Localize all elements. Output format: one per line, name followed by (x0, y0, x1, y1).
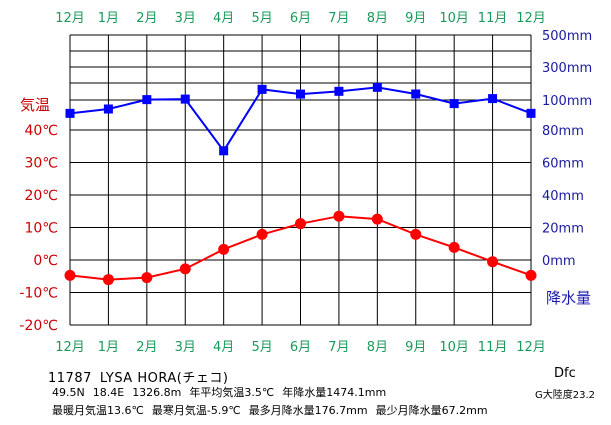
month-label-top: 12月 (55, 11, 85, 26)
month-labels-top: 12月 1月 2月 3月 4月 5月 6月 7月 8月 9月 10月 11月 12月 (55, 11, 546, 26)
station-elevation: 1326.8m (132, 386, 182, 399)
annual-precipitation: 年降水量1474.1mm (282, 386, 387, 399)
month-label-top: 5月 (251, 11, 272, 26)
station-id: 11787 (48, 371, 92, 386)
precipitation-point (488, 94, 498, 104)
station-name: LYSA HORA(チェコ) (99, 371, 229, 386)
month-label-bottom: 1月 (98, 340, 119, 355)
temperature-point (64, 269, 76, 281)
precipitation-point (257, 84, 267, 94)
month-label-bottom: 9月 (405, 340, 426, 355)
month-label-top: 11月 (478, 11, 508, 26)
month-label-bottom: 12月 (55, 340, 85, 355)
month-label-bottom: 2月 (136, 340, 157, 355)
precipitation-series (65, 82, 536, 156)
month-label-bottom: 5月 (251, 340, 272, 355)
month-label-top: 6月 (290, 11, 311, 26)
temperature-point (256, 228, 268, 240)
temperature-tick: -10℃ (19, 286, 58, 302)
precipitation-tick: 60mm (542, 157, 584, 172)
month-label-bottom: 11月 (478, 340, 508, 355)
station-title: 11787 LYSA HORA(チェコ) (48, 367, 236, 386)
month-label-bottom: 4月 (213, 340, 234, 355)
temperature-series (64, 210, 537, 286)
temperature-tick: 0℃ (33, 253, 58, 269)
station-lon: 18.4E (92, 386, 125, 399)
temperature-point (371, 213, 383, 225)
temperature-point (102, 274, 114, 286)
chart-grid (69, 34, 532, 326)
station-lat: 49.5N (52, 386, 85, 399)
precipitation-point (65, 108, 75, 118)
month-label-bottom: 7月 (328, 340, 349, 355)
precipitation-point (334, 86, 344, 96)
temperature-point (179, 263, 191, 275)
station-summary: 49.5N 18.4E 1326.8m 年平均気温3.5℃ 年降水量1474.1mm (52, 384, 394, 400)
month-label-top: 10月 (439, 11, 469, 26)
temperature-point (525, 269, 537, 281)
month-label-top: 7月 (328, 11, 349, 26)
precipitation-tick-labels: 500mm 300mm 100mm 80mm 60mm 40mm 20mm 0mm (542, 29, 592, 269)
month-label-top: 2月 (136, 11, 157, 26)
precipitation-point (219, 146, 229, 156)
month-label-top: 8月 (367, 11, 388, 26)
precipitation-point (296, 89, 305, 99)
precipitation-tick: 300mm (542, 61, 592, 76)
temperature-point (410, 228, 422, 240)
precipitation-point (103, 104, 113, 114)
temperature-tick: 30℃ (24, 156, 58, 172)
month-label-bottom: 12月 (516, 340, 546, 355)
annual-temperature: 年平均気温3.5℃ (189, 386, 275, 399)
min-precip-month: 最少月降水量67.2mm (375, 404, 488, 417)
precipitation-point (180, 94, 190, 104)
month-label-top: 12月 (516, 11, 546, 26)
temperature-axis-title: 気温 (20, 96, 50, 114)
temperature-tick: -20℃ (19, 318, 58, 334)
temperature-point (448, 241, 460, 253)
month-label-bottom: 8月 (367, 340, 388, 355)
coldest-month: 最寒月気温-5.9℃ (151, 404, 241, 417)
temperature-point (218, 243, 230, 255)
max-precip-month: 最多月降水量176.7mm (248, 404, 368, 417)
precipitation-axis-title: 降水量 (546, 289, 591, 307)
temperature-point (487, 256, 499, 268)
temperature-tick-labels: 40℃ 30℃ 20℃ 10℃ 0℃ -10℃ -20℃ (19, 123, 58, 334)
month-label-top: 4月 (213, 11, 234, 26)
precipitation-point (142, 95, 152, 105)
month-label-top: 3月 (175, 11, 196, 26)
month-label-top: 1月 (98, 11, 119, 26)
precipitation-tick: 100mm (542, 94, 592, 109)
station-extremes: 最暖月気温13.6℃ 最寒月気温-5.9℃ 最多月降水量176.7mm 最少月降水量6… (52, 402, 496, 418)
precipitation-point (526, 108, 536, 118)
temperature-point (141, 272, 153, 284)
precipitation-point (411, 89, 421, 99)
month-label-bottom: 6月 (290, 340, 311, 355)
month-labels-bottom: 12月 1月 2月 3月 4月 5月 6月 7月 8月 9月 10月 11月 12月 (55, 340, 546, 355)
warmest-month: 最暖月気温13.6℃ (52, 404, 144, 417)
month-label-bottom: 10月 (439, 340, 469, 355)
precipitation-tick: 40mm (542, 189, 584, 204)
climate-class: Dfc (554, 366, 576, 381)
temperature-point (333, 210, 345, 222)
precipitation-tick: 20mm (542, 222, 584, 237)
temperature-tick: 10℃ (24, 221, 58, 237)
precipitation-point (372, 82, 382, 92)
month-label-top: 9月 (405, 11, 426, 26)
continentality: G大陸度23.2 (535, 390, 596, 401)
precipitation-point (449, 99, 459, 109)
precipitation-tick: 0mm (542, 254, 576, 269)
precipitation-tick: 500mm (542, 29, 592, 44)
temperature-point (295, 218, 306, 230)
temperature-tick: 20℃ (24, 188, 58, 204)
precipitation-tick: 80mm (542, 124, 584, 139)
month-label-bottom: 3月 (175, 340, 196, 355)
temperature-tick: 40℃ (24, 123, 58, 139)
